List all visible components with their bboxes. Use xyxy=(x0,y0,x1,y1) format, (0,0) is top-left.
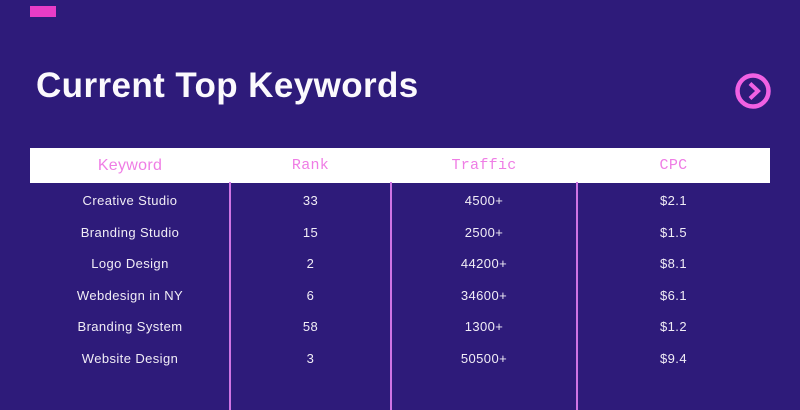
traffic-cell: 44200+ xyxy=(460,256,508,272)
table-header-row: Keyword Rank Traffic CPC xyxy=(30,148,770,183)
rank-cell: 6 xyxy=(306,287,315,303)
rank-cell: 58 xyxy=(302,319,319,335)
keyword-cell: Website Design xyxy=(81,350,179,366)
traffic-cell: 1300+ xyxy=(464,319,504,335)
next-button[interactable] xyxy=(733,71,773,111)
page-title: Current Top Keywords xyxy=(36,66,419,105)
column-header-traffic: Traffic xyxy=(451,157,517,174)
column-divider xyxy=(576,182,578,410)
cpc-cell: $9.4 xyxy=(660,350,687,366)
keyword-cell: Branding System xyxy=(77,319,183,335)
table-body: Creative Studio 33 4500+ $2.1 Branding S… xyxy=(30,185,770,374)
column-header-rank: Rank xyxy=(291,157,330,174)
keyword-cell: Branding Studio xyxy=(80,224,180,240)
column-divider xyxy=(390,182,392,410)
keyword-cell: Logo Design xyxy=(91,256,169,272)
brand-mark xyxy=(30,6,56,17)
traffic-cell: 2500+ xyxy=(464,224,504,240)
table-row: Webdesign in NY 6 34600+ $6.1 xyxy=(30,280,770,312)
table-row: Website Design 3 50500+ $9.4 xyxy=(30,343,770,375)
cpc-cell: $6.1 xyxy=(660,287,687,303)
table-row: Logo Design 2 44200+ $8.1 xyxy=(30,248,770,280)
column-header-cpc: CPC xyxy=(659,157,688,174)
rank-cell: 15 xyxy=(302,224,319,240)
rank-cell: 2 xyxy=(306,256,315,272)
table-row: Branding System 58 1300+ $1.2 xyxy=(30,311,770,343)
rank-cell: 33 xyxy=(302,193,319,209)
traffic-cell: 34600+ xyxy=(460,287,508,303)
rank-cell: 3 xyxy=(306,350,315,366)
column-header-keyword: Keyword xyxy=(97,156,163,174)
keyword-cell: Webdesign in NY xyxy=(76,287,184,303)
circle-arrow-right-icon xyxy=(735,73,771,109)
cpc-cell: $1.2 xyxy=(660,319,687,335)
keyword-cell: Creative Studio xyxy=(82,193,178,209)
cpc-cell: $1.5 xyxy=(660,224,687,240)
table-row: Branding Studio 15 2500+ $1.5 xyxy=(30,217,770,249)
traffic-cell: 50500+ xyxy=(460,350,508,366)
table-row: Creative Studio 33 4500+ $2.1 xyxy=(30,185,770,217)
cpc-cell: $2.1 xyxy=(660,193,687,209)
keywords-table: Keyword Rank Traffic CPC Creative Studio… xyxy=(30,148,770,374)
cpc-cell: $8.1 xyxy=(660,256,687,272)
traffic-cell: 4500+ xyxy=(464,193,504,209)
column-divider xyxy=(229,182,231,410)
